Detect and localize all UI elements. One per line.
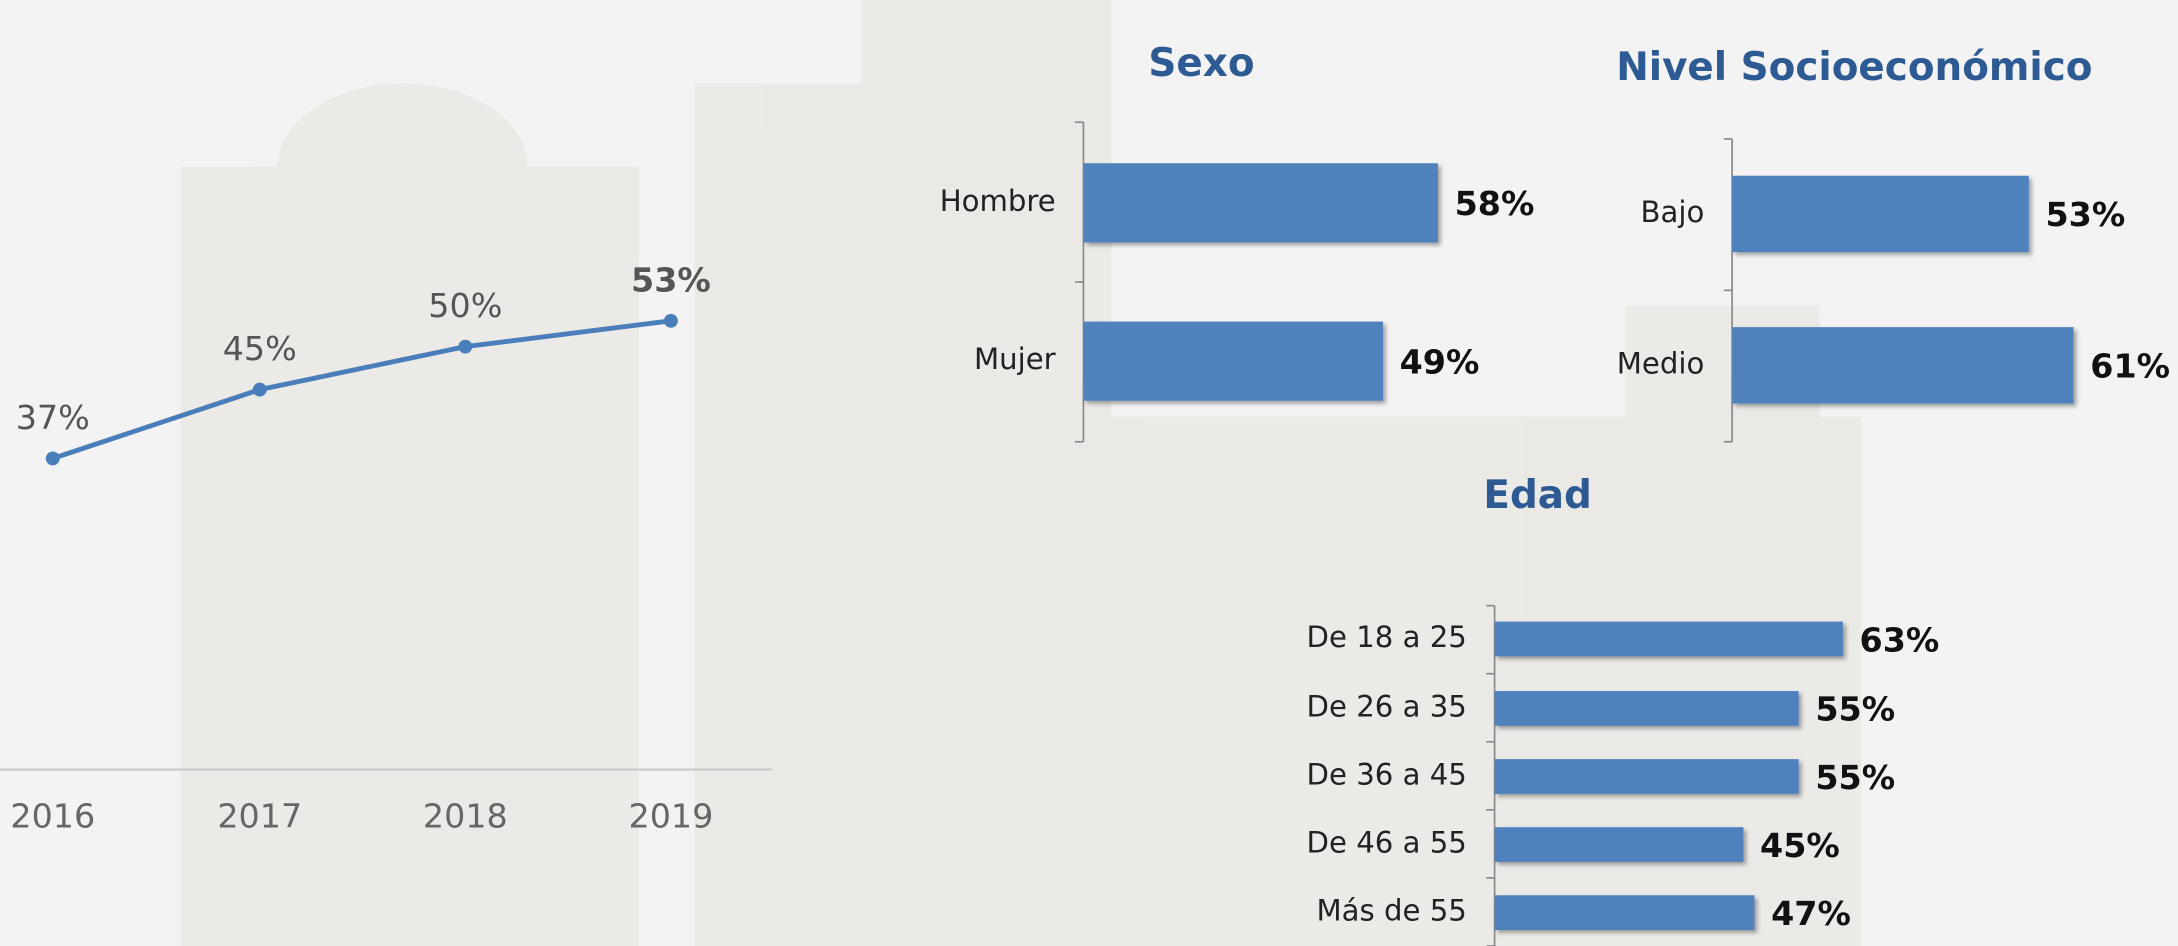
point — [458, 339, 473, 354]
x-tick-label: 2017 — [217, 797, 302, 836]
point — [45, 451, 60, 466]
value-label: 37% — [16, 398, 90, 437]
x-tick-label: 2016 — [10, 797, 95, 836]
bar — [1083, 163, 1438, 243]
category-label: De 26 a 35 — [1307, 689, 1467, 723]
chart-title: Edad — [1483, 473, 1591, 518]
value-label: 45% — [1760, 826, 1840, 865]
x-tick-label: 2018 — [423, 797, 508, 836]
value-label: 49% — [1400, 342, 1480, 381]
value-label: 53% — [2045, 195, 2125, 234]
bar — [1083, 321, 1383, 401]
category-label: De 36 a 45 — [1307, 758, 1467, 792]
category-label: Más de 55 — [1317, 894, 1467, 928]
category-label: De 18 a 25 — [1307, 620, 1467, 654]
category-label: Mujer — [974, 342, 1056, 376]
line — [52, 318, 672, 461]
bar — [1494, 621, 1843, 657]
value-label: 55% — [1815, 758, 1895, 797]
category-label: De 46 a 55 — [1307, 826, 1467, 860]
bar — [1494, 827, 1744, 862]
value-label: 53% — [631, 260, 711, 299]
chart-title: Nivel Socioeconómico — [1616, 45, 2092, 90]
value-label: 45% — [223, 329, 297, 368]
bar — [1732, 175, 2029, 253]
value-label: 47% — [1771, 894, 1851, 933]
category-label: Medio — [1617, 346, 1705, 380]
bar — [1494, 759, 1799, 794]
value-label: 55% — [1815, 690, 1895, 729]
point — [252, 382, 267, 397]
bar — [1494, 895, 1755, 930]
category-label: Bajo — [1641, 195, 1705, 229]
point — [663, 313, 678, 328]
chart-title: Sexo — [1148, 41, 1254, 86]
value-label: 61% — [2090, 347, 2170, 386]
value-label: 58% — [1455, 184, 1535, 223]
value-label: 50% — [428, 286, 502, 325]
value-label: 63% — [1860, 620, 1940, 659]
category-label: Hombre — [940, 184, 1056, 218]
bar — [1494, 691, 1799, 726]
bar — [1732, 327, 2074, 404]
x-tick-label: 2019 — [628, 797, 713, 836]
